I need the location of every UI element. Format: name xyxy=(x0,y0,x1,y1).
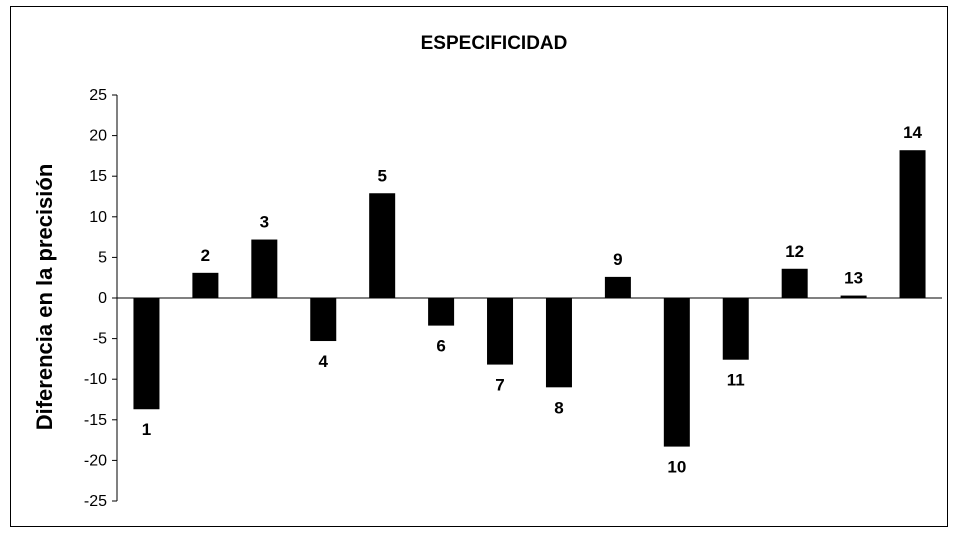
category-label-7: 7 xyxy=(495,376,504,395)
y-tick-label: -10 xyxy=(84,371,107,388)
bar-13 xyxy=(840,295,867,298)
y-axis-label: Diferencia en la precisión xyxy=(32,164,57,431)
y-tick-label: 5 xyxy=(98,249,107,266)
y-tick-label: -5 xyxy=(93,331,107,348)
y-tick-label: -25 xyxy=(84,493,107,510)
category-label-10: 10 xyxy=(667,458,686,477)
bar-7 xyxy=(487,298,514,365)
bar-2 xyxy=(192,272,219,298)
bar-4 xyxy=(310,298,337,342)
y-tick-label: -15 xyxy=(84,412,107,429)
category-label-12: 12 xyxy=(785,242,804,261)
bar-3 xyxy=(251,239,278,298)
y-tick-label: -20 xyxy=(84,452,107,469)
bar-1 xyxy=(133,298,160,410)
plot-area: 2520151050-5-10-15-20-251234567891011121… xyxy=(84,87,942,510)
bar-11 xyxy=(722,298,749,360)
category-label-4: 4 xyxy=(319,352,329,371)
y-tick-label: 15 xyxy=(89,168,107,185)
y-tick-label: 25 xyxy=(89,87,107,104)
bar-12 xyxy=(781,268,808,298)
category-label-1: 1 xyxy=(142,420,151,439)
category-label-8: 8 xyxy=(554,398,563,417)
y-tick-label: 10 xyxy=(89,209,107,226)
y-tick-label: 20 xyxy=(89,128,107,145)
bar-5 xyxy=(369,193,396,298)
bar-6 xyxy=(428,298,455,326)
bar-9 xyxy=(604,276,631,298)
category-label-6: 6 xyxy=(436,337,445,356)
bar-8 xyxy=(545,298,572,388)
category-label-13: 13 xyxy=(844,269,863,288)
category-label-9: 9 xyxy=(613,250,622,269)
y-tick-label: 0 xyxy=(98,290,107,307)
category-label-11: 11 xyxy=(727,371,745,390)
category-label-3: 3 xyxy=(260,213,269,232)
category-label-14: 14 xyxy=(903,123,922,142)
chart-frame xyxy=(10,6,948,527)
category-label-2: 2 xyxy=(201,246,210,265)
category-label-5: 5 xyxy=(377,166,386,185)
bar-14 xyxy=(899,150,926,298)
chart-title: ESPECIFICIDAD xyxy=(421,33,568,54)
bar-10 xyxy=(663,298,690,447)
